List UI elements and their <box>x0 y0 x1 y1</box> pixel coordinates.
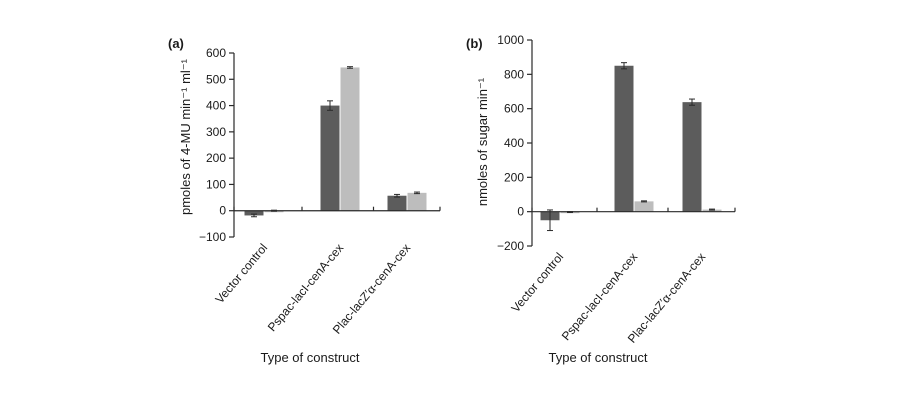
error-bar-light-2 <box>641 200 647 203</box>
category-label-1: Vector control <box>508 250 566 315</box>
y-tick-label: −100 <box>199 230 226 244</box>
panel-a-axes <box>233 53 441 237</box>
error-bar-dark-3 <box>394 193 400 198</box>
bar-light-3 <box>407 192 427 211</box>
bar-dark-3 <box>387 195 407 211</box>
bar-light-3 <box>702 209 722 212</box>
bar-light-2 <box>340 67 360 211</box>
y-tick-label: 300 <box>206 125 226 139</box>
error-bar-dark-2 <box>327 100 333 111</box>
y-tick-label: 200 <box>504 170 524 184</box>
panel-a-y-axis-label: pmoles of 4-MU min⁻¹ ml⁻¹ <box>178 58 193 215</box>
y-tick-label: 200 <box>206 151 226 165</box>
y-tick-label: 0 <box>219 204 226 218</box>
y-tick-label: 400 <box>504 136 524 150</box>
error-bar-light-2 <box>347 66 353 69</box>
panel-b-letter: (b) <box>466 36 483 51</box>
y-tick-label: 100 <box>206 177 226 191</box>
panel-a-letter: (a) <box>168 36 184 51</box>
category-label-1: Vector control <box>212 241 270 306</box>
error-bar-dark-1 <box>547 209 553 232</box>
panel-a-bars <box>244 67 427 216</box>
panel-a: (a) pmoles of 4-MU min⁻¹ ml⁻¹ Type of co… <box>168 36 441 365</box>
panel-b-category-labels: Vector controlPspac-lacI-cenA-cexPlac-la… <box>508 250 708 346</box>
panel-a-x-axis-label: Type of construct <box>261 350 360 365</box>
bar-light-2 <box>634 201 654 212</box>
panel-b-y-ticks: −200 0 200 400 600 800 1000 <box>497 33 532 253</box>
y-tick-label: −200 <box>497 239 524 253</box>
bar-dark-2 <box>320 105 340 211</box>
y-tick-label: 0 <box>517 205 524 219</box>
error-bar-light-3 <box>414 191 420 195</box>
bar-dark-3 <box>682 102 702 212</box>
bar-dark-2 <box>614 65 634 212</box>
y-tick-label: 400 <box>206 99 226 113</box>
bar-dark-1 <box>244 210 264 216</box>
panel-a-category-labels: Vector controlPspac-lacI-cenA-cexPlac-la… <box>212 241 413 337</box>
y-tick-label: 800 <box>504 67 524 81</box>
category-label-3: Plac-lacZ′α-cenA-cex <box>330 241 414 337</box>
panel-b-bars <box>540 65 722 221</box>
y-tick-label: 500 <box>206 72 226 86</box>
y-tick-label: 1000 <box>497 33 524 47</box>
panel-b-y-axis-label: nmoles of sugar min⁻¹ <box>475 77 490 206</box>
panel-a-y-ticks: −100 0 100 200 300 400 500 600 <box>199 46 234 244</box>
category-label-2: Pspac-lacI-cenA-cex <box>265 241 346 334</box>
panel-b-error-bars <box>547 62 715 232</box>
error-bar-light-3 <box>709 208 715 211</box>
y-tick-label: 600 <box>206 46 226 60</box>
error-bar-dark-3 <box>689 98 695 106</box>
error-bar-dark-1 <box>251 213 257 218</box>
error-bar-dark-2 <box>621 62 627 70</box>
panel-b-x-axis-label: Type of construct <box>549 350 648 365</box>
category-label-3: Plac-lacZ′α-cenA-cex <box>625 250 709 346</box>
category-label-2: Pspac-lacI-cenA-cex <box>559 250 640 343</box>
panel-b: (b) nmoles of sugar min⁻¹ Type of constr… <box>466 33 736 365</box>
y-tick-label: 600 <box>504 102 524 116</box>
